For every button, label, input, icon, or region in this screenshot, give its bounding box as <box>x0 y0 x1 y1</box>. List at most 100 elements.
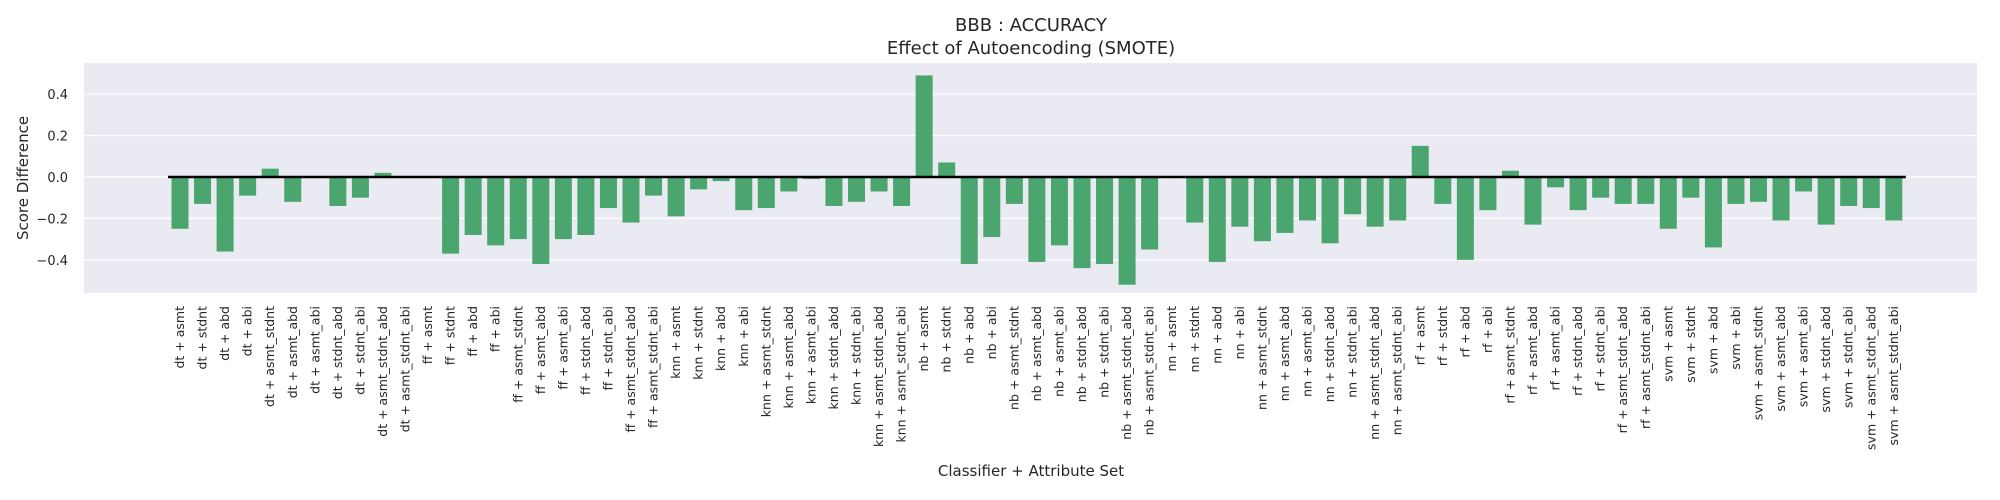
x-tick-label: nn + stdnt_abd <box>1322 306 1337 402</box>
bar <box>1141 176 1159 250</box>
bar <box>1817 176 1835 225</box>
bar <box>1434 176 1452 204</box>
x-tick-label: dt + stdnt_abi <box>352 306 367 395</box>
x-tick-label: knn + asmt_stdnt_abd <box>871 306 886 447</box>
bar <box>1795 176 1813 192</box>
x-tick-label: svm + abd <box>1705 306 1720 374</box>
bar <box>577 176 595 235</box>
x-tick-label: nb + asmt <box>916 306 931 372</box>
x-tick-label: knn + stdnt <box>691 306 706 380</box>
y-axis-ticks: 0.4 0.2 0.0 −0.2 −0.4 <box>36 88 68 269</box>
x-tick-label: nb + asmt_stdnt_abi <box>1142 306 1157 435</box>
bar <box>554 176 572 240</box>
x-tick-label: rf + asmt_stdnt <box>1502 306 1517 404</box>
x-tick-label: rf + asmt_abi <box>1548 306 1563 391</box>
x-tick-label: dt + asmt <box>172 306 187 369</box>
bar <box>1659 176 1677 229</box>
x-tick-label: nb + stdnt <box>939 306 954 373</box>
bar <box>667 176 685 217</box>
bar <box>735 176 753 211</box>
bar <box>1299 176 1316 221</box>
bar <box>645 176 663 196</box>
x-tick-label: dt + asmt_abi <box>307 306 322 394</box>
x-tick-label: rf + stdnt_abi <box>1593 306 1608 391</box>
bar <box>757 176 775 209</box>
bar <box>351 176 369 198</box>
x-tick-label: ff + asmt_stdnt_abd <box>623 306 638 432</box>
bar <box>1276 176 1294 233</box>
x-tick-label: knn + abi <box>736 306 751 367</box>
bar <box>848 176 865 202</box>
x-tick-label: nn + asmt_abi <box>1300 306 1315 397</box>
x-tick-label: knn + asmt_stdnt <box>758 306 773 417</box>
bar <box>825 176 843 206</box>
x-tick-label: svm + asmt_stdnt_abd <box>1863 306 1878 450</box>
x-tick-label: dt + abd <box>217 306 232 361</box>
y-tick-label: 0.0 <box>47 171 68 186</box>
x-tick-label: ff + abd <box>465 306 480 357</box>
x-tick-label: ff + asmt <box>420 306 435 364</box>
bar <box>239 176 257 196</box>
bar <box>983 176 1001 238</box>
bars <box>171 75 1903 285</box>
bar <box>1772 176 1790 221</box>
bar <box>194 176 212 204</box>
x-tick-label: dt + asmt_stdnt_abi <box>398 306 413 432</box>
bar <box>284 176 302 202</box>
bar <box>780 176 798 192</box>
x-tick-label: rf + asmt <box>1412 306 1427 365</box>
x-tick-label: svm + asmt <box>1660 306 1675 382</box>
x-tick-label: nn + abd <box>1209 306 1224 364</box>
bar <box>870 176 888 192</box>
bar <box>960 176 978 264</box>
x-tick-label: dt + asmt_stdnt_abd <box>375 306 390 437</box>
bar <box>1885 176 1903 221</box>
bar <box>1569 176 1587 211</box>
x-axis-ticks: dt + asmt dt + stdnt dt + abd dt + abi dt + … <box>172 306 1901 450</box>
x-tick-label: knn + asmt_abd <box>781 306 796 409</box>
x-tick-label: knn + asmt_stdnt_abi <box>894 306 909 443</box>
x-tick-label: nb + abi <box>984 306 999 359</box>
bar <box>1547 176 1565 188</box>
bar <box>712 176 730 182</box>
x-tick-label: svm + abi <box>1728 306 1743 370</box>
bar <box>1389 176 1407 221</box>
x-tick-label: svm + asmt_stdnt <box>1751 306 1766 420</box>
chart-subtitle: Effect of Autoencoding (SMOTE) <box>887 38 1175 59</box>
bar <box>1344 176 1362 215</box>
bar <box>1637 176 1655 204</box>
bar <box>1592 176 1610 198</box>
x-tick-label: knn + stdnt_abi <box>849 306 864 405</box>
bar <box>599 176 617 209</box>
bar <box>1253 176 1271 242</box>
x-tick-label: nn + asmt_abd <box>1277 306 1292 401</box>
x-tick-label: svm + asmt_abd <box>1773 306 1788 412</box>
x-tick-label: nb + asmt_stdnt_abd <box>1119 306 1134 440</box>
x-tick-label: dt + asmt_stdnt <box>262 306 277 407</box>
bar <box>1479 176 1497 211</box>
bar <box>893 176 911 206</box>
bar <box>261 168 279 177</box>
x-tick-label: svm + stdnt_abi <box>1841 306 1856 408</box>
x-axis-label: Classifier + Attribute Set <box>938 462 1124 480</box>
bar <box>1456 176 1474 260</box>
x-tick-label: knn + stdnt_abd <box>826 306 841 409</box>
bar <box>216 176 234 252</box>
bar <box>938 162 956 177</box>
x-tick-label: svm + asmt_abi <box>1796 306 1811 407</box>
x-tick-label: nn + stdnt <box>1187 306 1202 373</box>
bar <box>1840 176 1858 206</box>
bar <box>442 176 460 254</box>
bar <box>1727 176 1745 204</box>
chart-title: BBB : ACCURACY <box>955 15 1108 36</box>
bar <box>1231 176 1249 227</box>
bar <box>1096 176 1114 264</box>
x-tick-label: ff + asmt_abi <box>555 306 570 390</box>
x-tick-label: ff + stdnt_abi <box>600 306 615 391</box>
bar <box>1118 176 1136 285</box>
bar <box>487 176 505 246</box>
x-tick-label: rf + stdnt_abd <box>1570 306 1585 396</box>
x-tick-label: nn + asmt <box>1164 306 1179 372</box>
x-tick-label: nb + asmt_stdnt <box>1006 306 1021 410</box>
